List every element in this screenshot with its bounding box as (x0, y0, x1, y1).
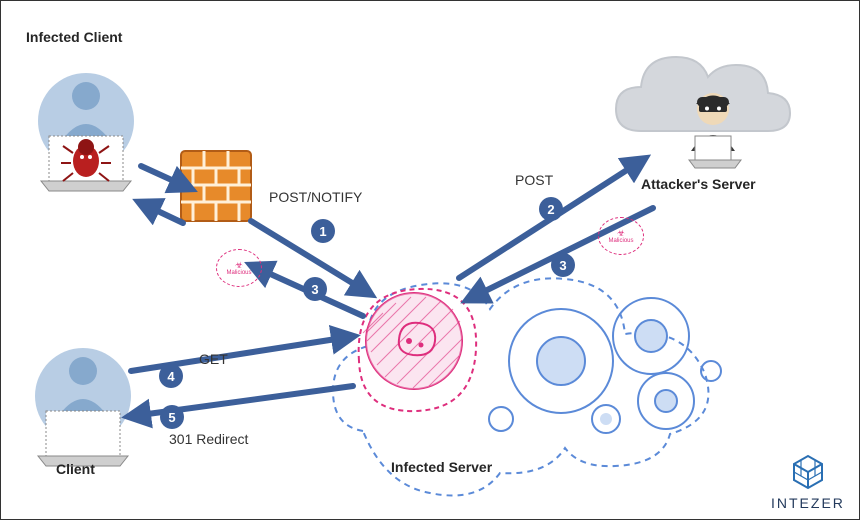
edge-5-label: 301 Redirect (169, 431, 248, 447)
firewall-icon (181, 151, 251, 221)
attacker-server-node (616, 57, 790, 168)
malicious-stamp-2: ☣ Malicious (598, 217, 644, 255)
infected-server-label: Infected Server (391, 459, 492, 475)
infected-client-label: Infected Client (26, 29, 122, 45)
step-badge-2: 2 (539, 197, 563, 221)
edge-3r-b (143, 204, 183, 223)
step-badge-3b: 3 (303, 277, 327, 301)
step-badge-4: 4 (159, 364, 183, 388)
client-node (35, 348, 131, 466)
attacker-server-label: Attacker's Server (641, 176, 756, 192)
step-badge-3a: 3 (551, 253, 575, 277)
infected-client-node (38, 73, 134, 191)
step-badge-1: 1 (311, 219, 335, 243)
brand-logo-icon (794, 456, 822, 488)
brand-label: INTEZER (771, 495, 845, 511)
malicious-stamp-1: ☣ Malicious (216, 249, 262, 287)
edge-4-label: GET (199, 351, 228, 367)
edge-1-label: POST/NOTIFY (269, 189, 362, 205)
step-badge-5: 5 (160, 405, 184, 429)
client-label: Client (56, 461, 95, 477)
diagram-svg (1, 1, 860, 520)
edge-2-label: POST (515, 172, 553, 188)
